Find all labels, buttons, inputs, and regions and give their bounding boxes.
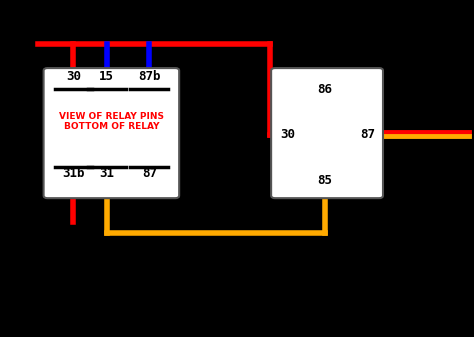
Text: 87b: 87b [138, 69, 161, 83]
Text: 86: 86 [317, 83, 332, 96]
FancyBboxPatch shape [271, 68, 383, 198]
FancyBboxPatch shape [44, 68, 179, 198]
Text: 31: 31 [99, 167, 114, 180]
Text: 30: 30 [66, 69, 81, 83]
Text: 87: 87 [142, 167, 157, 180]
Text: 87: 87 [360, 128, 375, 141]
Text: 31b: 31b [62, 167, 85, 180]
Text: 15: 15 [99, 69, 114, 83]
Text: 30: 30 [280, 128, 295, 141]
Text: VIEW OF RELAY PINS: VIEW OF RELAY PINS [59, 112, 164, 121]
Text: 85: 85 [317, 174, 332, 187]
Text: BOTTOM OF RELAY: BOTTOM OF RELAY [64, 122, 159, 131]
